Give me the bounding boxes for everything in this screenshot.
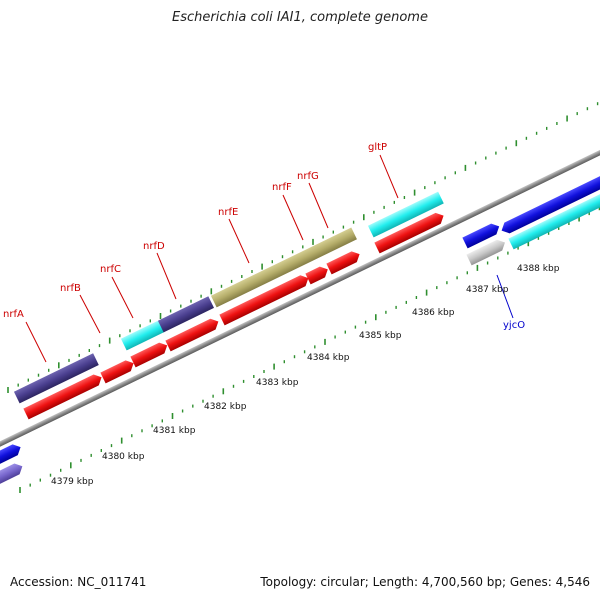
feature-left-lavender[interactable]	[0, 461, 25, 488]
gene-label-nrfG[interactable]: nrfG	[297, 171, 319, 182]
gene-label-nrfF[interactable]: nrfF	[272, 182, 292, 193]
gene-label-nrfD[interactable]: nrfD	[143, 241, 165, 252]
feature-nrfD-cds[interactable]	[165, 316, 221, 352]
gene-label-nrfA[interactable]: nrfA	[3, 309, 24, 320]
gene-label-nrfB[interactable]: nrfB	[60, 283, 81, 294]
feature-nrfC-cds[interactable]	[130, 340, 169, 368]
gene-label-gltP[interactable]: gltP	[368, 142, 387, 153]
scale-label: 4380 kbp	[102, 452, 145, 462]
genome-backbone	[0, 135, 600, 455]
inner-tick-track	[19, 207, 600, 493]
outer-tick-track	[7, 102, 599, 393]
feature-nrfC-upper[interactable]	[120, 320, 165, 351]
feature-yjcO-left-upper[interactable]	[462, 221, 501, 249]
gene-label-leaders	[25, 154, 514, 363]
scale-label: 4385 kbp	[359, 331, 402, 341]
feature-nrfA-cds[interactable]	[23, 372, 104, 420]
feature-gltP-upper[interactable]	[367, 191, 444, 238]
feature-nrfB-cds[interactable]	[100, 358, 136, 384]
feature-nrfF-cds[interactable]	[305, 264, 330, 285]
feature-right-cyan-lower[interactable]	[508, 189, 600, 250]
genome-summary-text: Topology: circular; Length: 4,700,560 bp…	[260, 575, 590, 589]
feature-right-blue-upper[interactable]	[499, 173, 600, 236]
scale-label: 4387 kbp	[466, 285, 509, 295]
gene-label-nrfE[interactable]: nrfE	[218, 207, 238, 218]
scale-label: 4384 kbp	[307, 353, 350, 363]
scale-labels: 4379 kbp 4380 kbp 4381 kbp 4382 kbp 4383…	[51, 264, 560, 487]
gene-label-yjcO[interactable]: yjcO	[503, 320, 525, 331]
map-title: Escherichia coli IAI1, complete genome	[172, 10, 428, 25]
scale-label: 4382 kbp	[204, 402, 247, 412]
feature-yjcO-left-lower[interactable]	[466, 237, 507, 266]
scale-label: 4386 kbp	[412, 308, 455, 318]
scale-label: 4381 kbp	[153, 426, 196, 436]
feature-gltP-cds[interactable]	[374, 210, 446, 254]
gene-labels: nrfA nrfB nrfC nrfD nrfE nrfF nrfG gltP …	[3, 142, 525, 331]
gene-label-nrfC[interactable]: nrfC	[100, 264, 121, 275]
accession-text: Accession: NC_011741	[10, 575, 147, 589]
scale-label: 4379 kbp	[51, 477, 94, 487]
feature-nrfE-cds[interactable]	[219, 273, 311, 326]
feature-nrfG-cds[interactable]	[326, 249, 362, 275]
feature-nrfE-upper[interactable]	[210, 227, 357, 308]
scale-label: 4383 kbp	[256, 378, 299, 388]
scale-label: 4388 kbp	[517, 264, 560, 274]
feature-nrfD-upper[interactable]	[157, 296, 214, 333]
feature-left-blue[interactable]	[0, 442, 23, 468]
feature-nrfA-upper[interactable]	[13, 353, 99, 404]
